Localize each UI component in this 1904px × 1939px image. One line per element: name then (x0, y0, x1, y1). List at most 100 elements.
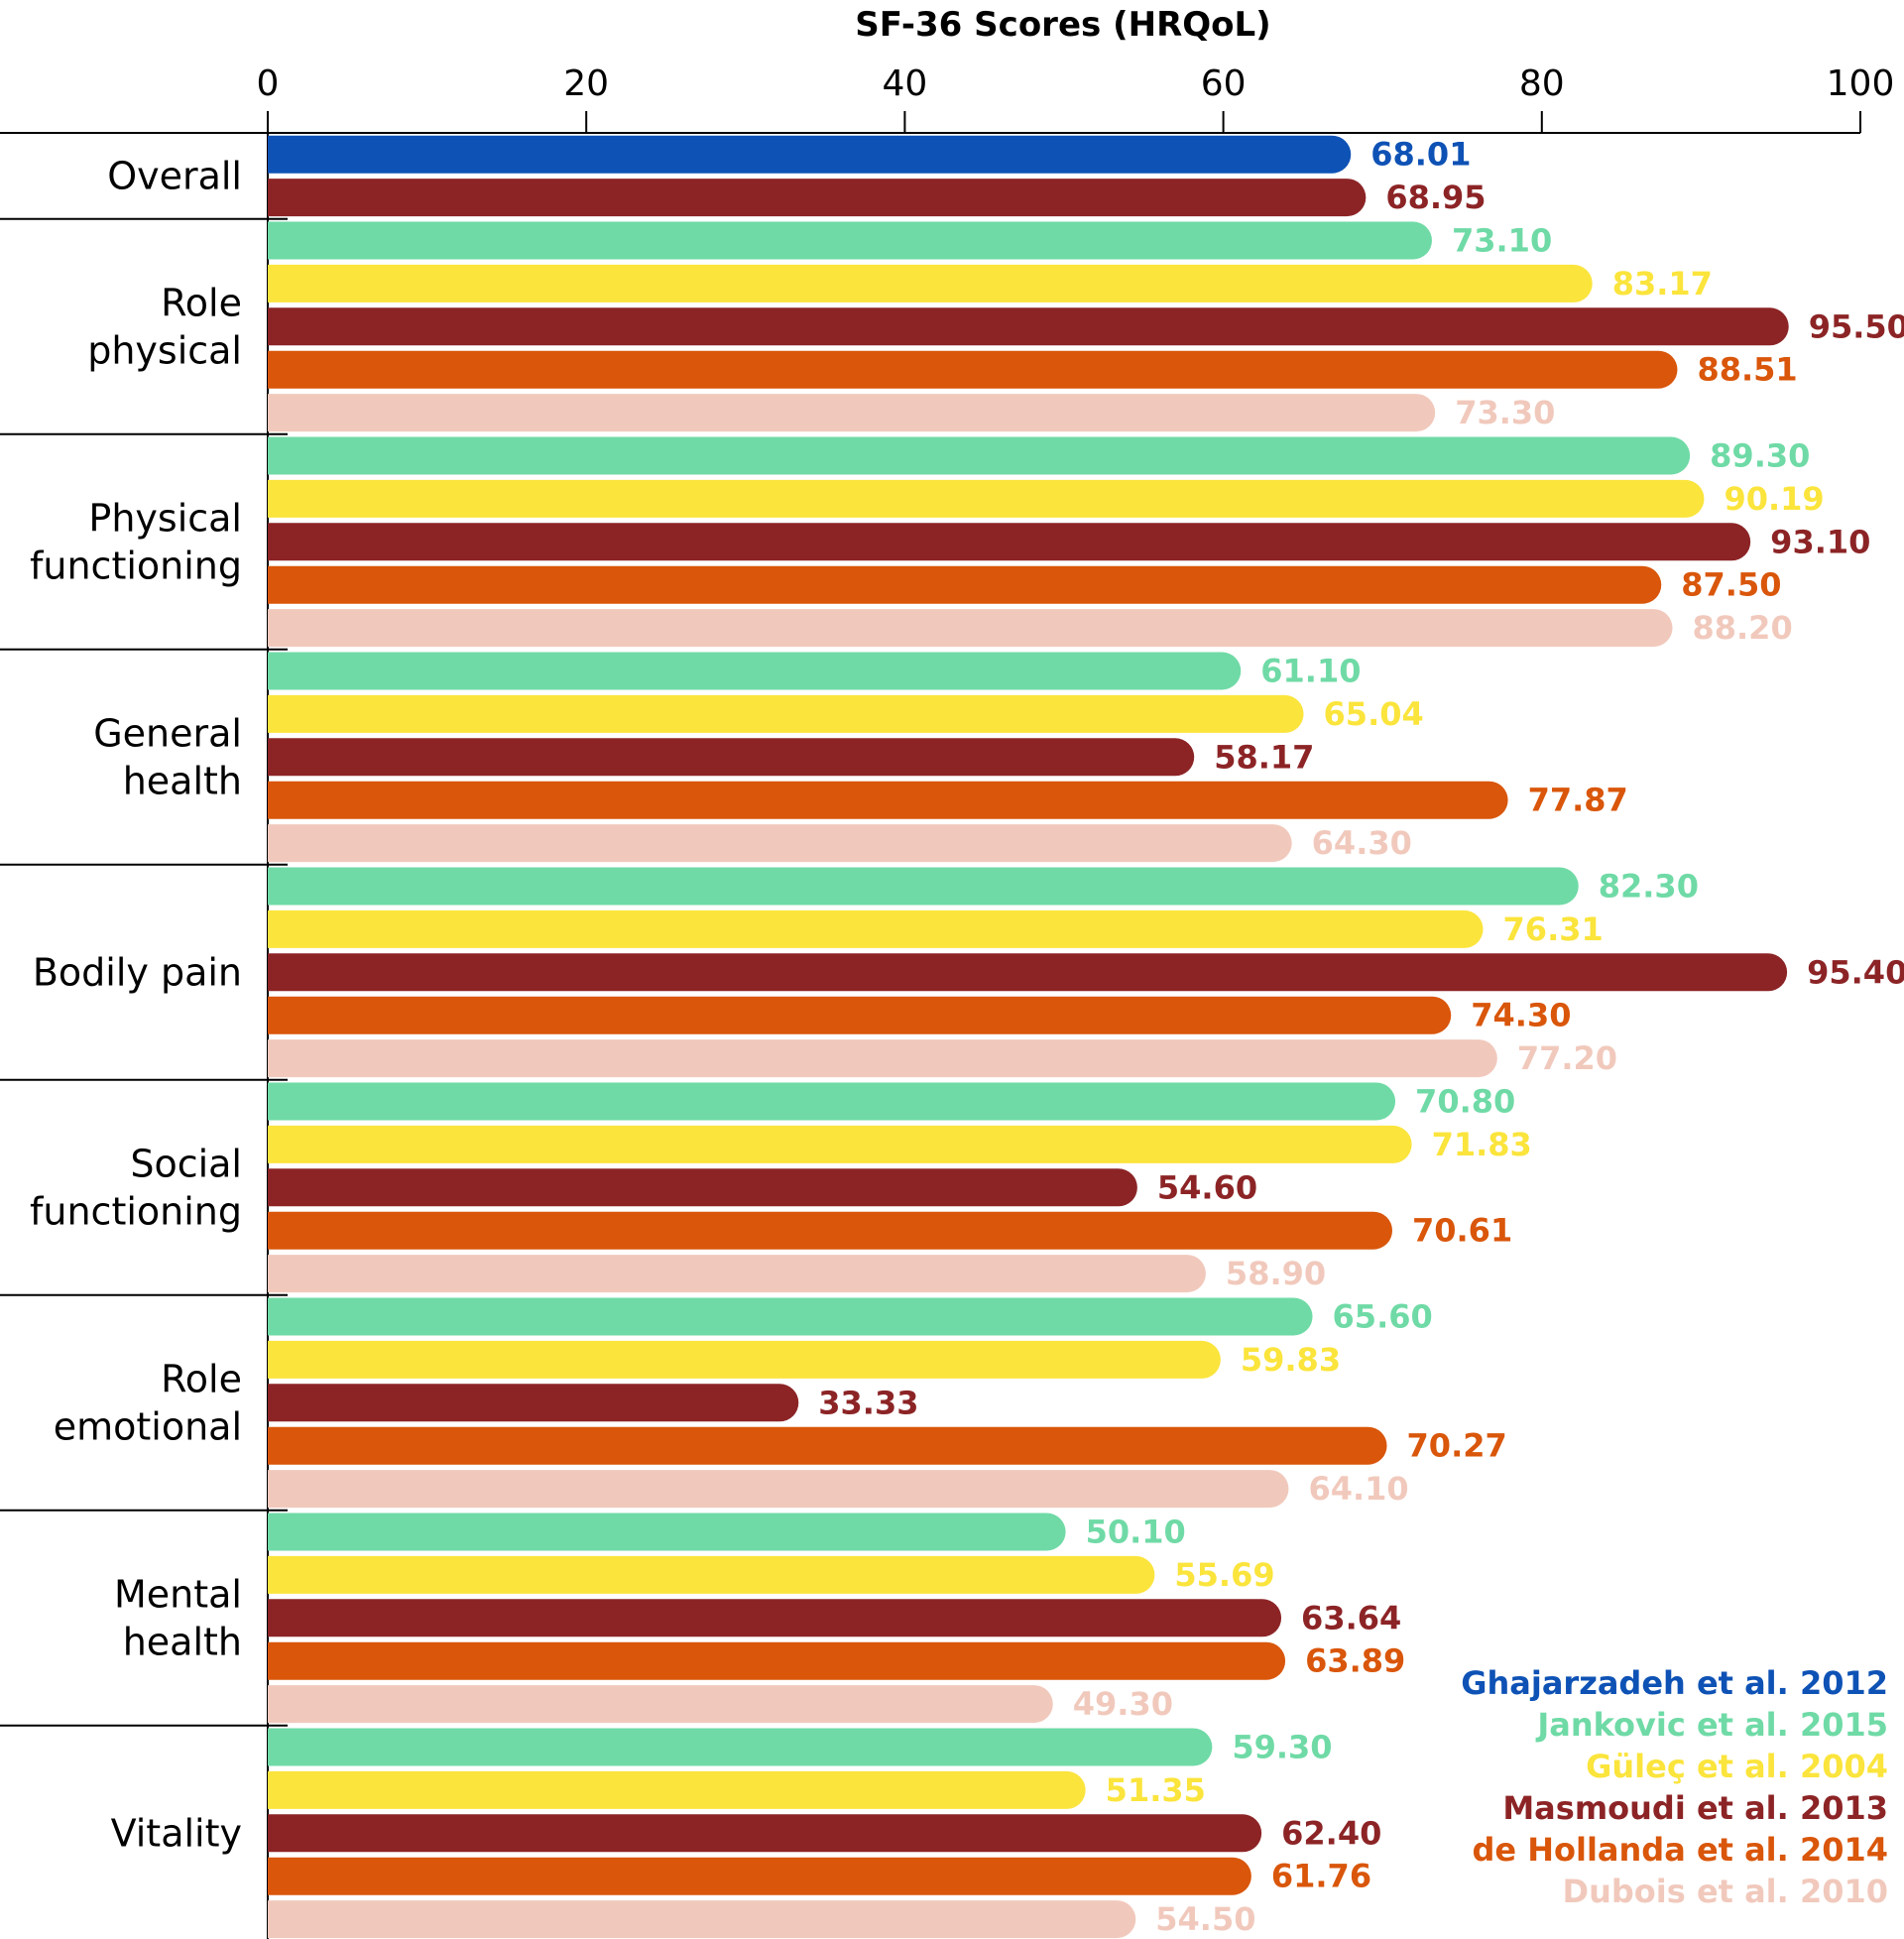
bar-value-label: 88.51 (1697, 351, 1797, 389)
bar-value-label: 33.33 (818, 1384, 918, 1421)
bar-value-label: 83.17 (1612, 265, 1713, 303)
bar (268, 1039, 1497, 1078)
bar (268, 135, 1352, 174)
legend-entry: Ghajarzadeh et al. 2012 (1461, 1664, 1888, 1702)
bar-value-label: 65.04 (1324, 695, 1424, 733)
x-tick-label: 100 (1827, 63, 1895, 104)
bar-value-label: 50.10 (1086, 1514, 1186, 1551)
bar (268, 652, 1242, 690)
category-label: functioning (30, 544, 242, 587)
bar (268, 1857, 1251, 1895)
bar-value-label: 90.19 (1724, 480, 1824, 518)
category-label: physical (87, 328, 242, 372)
bar-value-label: 65.60 (1333, 1298, 1433, 1336)
bar-value-label: 87.50 (1681, 566, 1781, 604)
bar (268, 1900, 1136, 1939)
bar (268, 738, 1195, 777)
bar-value-label: 71.83 (1432, 1126, 1532, 1163)
bar (268, 996, 1452, 1034)
bar (268, 307, 1789, 346)
bar-value-label: 68.01 (1370, 136, 1471, 174)
bar-value-label: 59.30 (1232, 1729, 1332, 1766)
bar (268, 824, 1292, 863)
bar (268, 1814, 1262, 1853)
bar-value-label: 77.87 (1528, 782, 1628, 819)
bar (268, 867, 1579, 906)
bar (268, 1770, 1086, 1809)
bar-value-label: 95.50 (1809, 307, 1904, 345)
chart-title: SF-36 Scores (HRQoL) (855, 5, 1270, 45)
bar (268, 1168, 1137, 1207)
category-label: Physical (88, 496, 242, 540)
bar-value-label: 58.17 (1214, 738, 1314, 776)
bar (268, 1641, 1286, 1680)
bar (268, 264, 1593, 303)
x-tick-label: 40 (882, 63, 927, 104)
x-tick-label: 0 (257, 63, 280, 104)
category-label: functioning (30, 1189, 242, 1233)
legend: Ghajarzadeh et al. 2012 Jankovic et al. 2… (1461, 1664, 1888, 1910)
bar (268, 694, 1304, 733)
bar-value-label: 70.27 (1407, 1427, 1507, 1465)
bar-value-label: 76.31 (1503, 910, 1604, 948)
bar-value-label: 62.40 (1281, 1814, 1381, 1852)
category-label: Vitality (111, 1811, 242, 1855)
legend-entry: de Hollanda et al. 2014 (1472, 1831, 1888, 1869)
bar-value-label: 61.10 (1260, 653, 1361, 690)
bar (268, 909, 1484, 948)
category-label: emotional (54, 1404, 242, 1448)
bar (268, 436, 1691, 475)
category-label: health (123, 1620, 242, 1663)
bar-value-label: 51.35 (1106, 1771, 1206, 1809)
category-label: Social (130, 1142, 242, 1185)
bar-value-label: 70.61 (1412, 1212, 1512, 1250)
bar-value-label: 59.83 (1241, 1341, 1341, 1379)
bar (268, 1728, 1213, 1766)
bar-value-label: 77.20 (1517, 1039, 1617, 1077)
bar-value-label: 64.10 (1308, 1470, 1408, 1508)
x-tick-label: 80 (1519, 63, 1565, 104)
x-tick-label: 60 (1201, 63, 1247, 104)
legend-entry: Dubois et al. 2010 (1563, 1873, 1888, 1910)
bar (268, 221, 1432, 260)
bar-value-label: 82.30 (1599, 868, 1699, 906)
legend-entry: Güleç et al. 2004 (1586, 1748, 1888, 1785)
bar-value-label: 89.30 (1710, 437, 1810, 475)
bar (268, 1426, 1387, 1465)
bar (268, 1255, 1206, 1293)
bar (268, 1555, 1155, 1594)
bar-value-label: 54.50 (1155, 1900, 1255, 1938)
category-label: health (123, 759, 242, 802)
bar (268, 1082, 1396, 1121)
axis-layer: 0 20 40 60 80 100 (0, 63, 1894, 1939)
bar (268, 479, 1705, 518)
category-label: General (93, 711, 242, 755)
bar-value-label: 55.69 (1174, 1556, 1274, 1594)
bar-value-label: 73.10 (1452, 222, 1552, 260)
bar (268, 565, 1662, 604)
bar-value-label: 61.76 (1271, 1858, 1371, 1895)
bar-value-label: 49.30 (1073, 1685, 1173, 1723)
bar (268, 1513, 1066, 1551)
bar-value-label: 95.40 (1807, 953, 1904, 991)
bar (268, 1211, 1392, 1250)
bar-value-label: 73.30 (1455, 394, 1555, 431)
bar (268, 1599, 1282, 1637)
bar (268, 394, 1436, 432)
bar-layer: 68.01 68.95 73.10 83.17 95.50 88.51 73.30 89.30… (268, 135, 1904, 1939)
bar (268, 1685, 1053, 1724)
category-layer: OverallRolephysicalPhysicalfunctioningGe… (30, 154, 242, 1855)
bar-value-label: 88.20 (1692, 609, 1792, 647)
bar-value-label: 54.60 (1157, 1168, 1257, 1206)
bar (268, 1384, 799, 1422)
bar-value-label: 58.90 (1226, 1255, 1326, 1292)
legend-entry: Jankovic et al. 2015 (1535, 1706, 1888, 1744)
bar-value-label: 68.95 (1385, 179, 1486, 216)
bar (268, 179, 1367, 217)
bar-value-label: 63.64 (1301, 1599, 1401, 1636)
bar (268, 350, 1678, 389)
bar-value-label: 63.89 (1305, 1642, 1405, 1680)
bar (268, 1125, 1412, 1163)
bar (268, 1340, 1221, 1379)
